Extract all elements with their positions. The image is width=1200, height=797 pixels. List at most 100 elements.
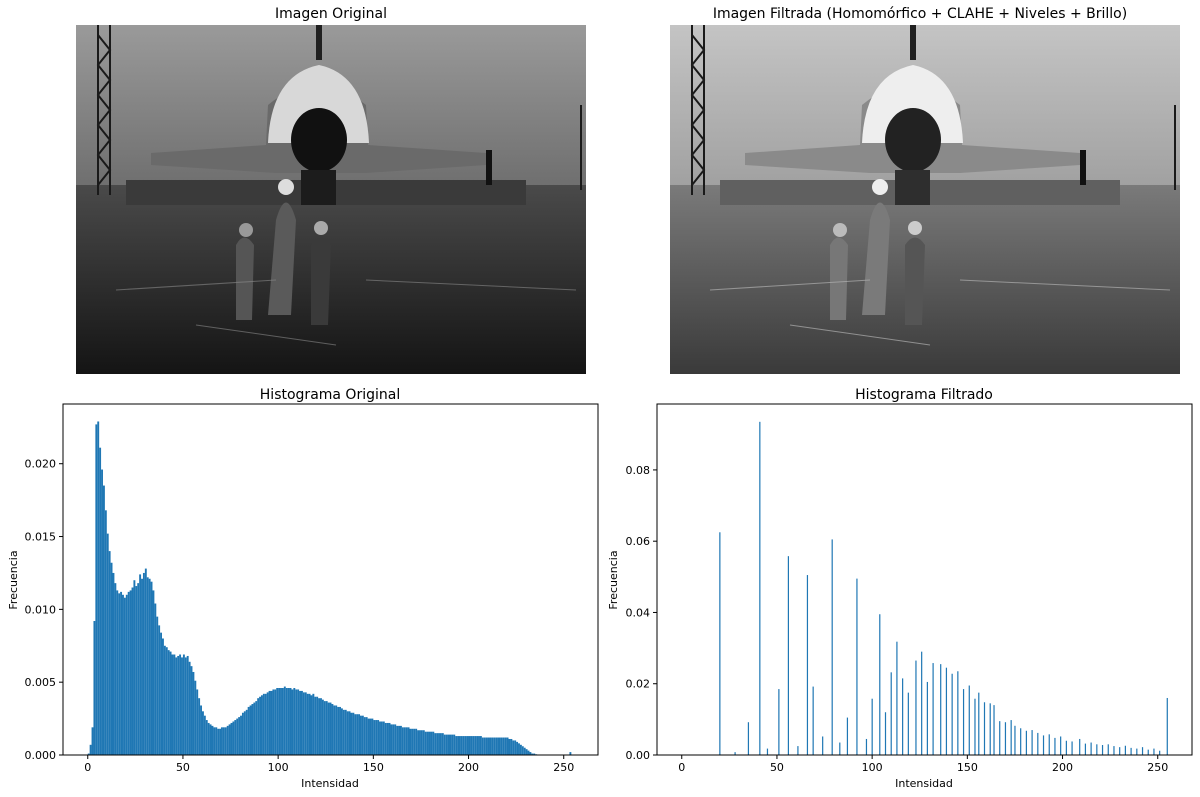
histogram-bar	[152, 590, 155, 755]
histogram-bar	[141, 578, 143, 755]
chart-title-original: Histograma Original	[260, 387, 400, 403]
histogram-bar	[392, 724, 395, 755]
histogram-bar	[266, 692, 269, 755]
histogram-bar	[300, 690, 303, 755]
histogram-bar	[354, 714, 357, 755]
histogram-bar	[264, 693, 267, 755]
histogram-bar	[169, 651, 172, 755]
x-tick-label: 100	[862, 761, 883, 774]
histogram-bar	[289, 688, 292, 755]
histogram-bar	[457, 736, 460, 755]
ylabel-original: Frecuencia	[7, 550, 20, 609]
histogram-bar	[1153, 748, 1155, 755]
histogram-bar	[415, 728, 418, 755]
histogram-bar	[907, 692, 909, 755]
histogram-bar	[831, 539, 833, 755]
histogram-bar	[320, 698, 322, 755]
histogram-bar	[285, 688, 288, 755]
histogram-bar	[497, 737, 499, 755]
histogram-bar	[407, 727, 410, 755]
histogram-bar	[403, 727, 406, 755]
histogram-bar	[525, 749, 528, 755]
histogram-bar	[278, 688, 281, 755]
x-tick-label: 0	[678, 761, 685, 774]
histogram-bar	[257, 698, 260, 755]
histogram-bar	[968, 685, 970, 755]
histogram-bar	[483, 737, 486, 755]
histogram-bar	[394, 724, 397, 755]
histogram-bar	[348, 711, 351, 755]
histogram-bar	[1010, 720, 1012, 755]
histogram-bar	[514, 740, 517, 755]
histogram-bar	[812, 686, 814, 755]
histogram-bar	[321, 699, 324, 755]
histogram-bar	[399, 725, 402, 755]
histogram-bar	[182, 654, 185, 755]
histogram-bar	[1113, 746, 1115, 755]
histogram-bar	[879, 614, 881, 755]
histogram-bar	[198, 698, 201, 755]
histogram-bar	[340, 708, 343, 755]
histogram-bar	[1004, 722, 1007, 755]
histogram-bar	[211, 725, 214, 755]
histogram-bar	[228, 724, 231, 755]
histogram-bar	[424, 731, 427, 755]
histogram-bar	[137, 583, 140, 755]
histogram-filtered: Histograma Filtrado 0 50 100 150 200 250 0.00…	[607, 387, 1193, 790]
histogram-bar	[462, 736, 465, 755]
histogram-bar	[217, 728, 220, 755]
histogram-bar	[160, 632, 162, 755]
histogram-bar	[272, 689, 275, 755]
histogram-bar	[479, 736, 482, 755]
histogram-bar	[487, 737, 490, 755]
histogram-bar	[472, 736, 475, 755]
histogram-bar	[116, 590, 119, 755]
histogram-bar	[1119, 747, 1121, 755]
histogram-bar	[797, 746, 799, 755]
histogram-bar	[102, 485, 105, 755]
histogram-bar	[940, 664, 942, 755]
histogram-bar	[373, 720, 376, 755]
histogram-bar	[896, 641, 898, 755]
y-tick-label: 0.020	[25, 458, 57, 471]
histogram-bar	[323, 701, 326, 755]
histogram-bar	[519, 744, 522, 755]
histogram-bar	[759, 421, 761, 755]
histogram-bar	[846, 717, 849, 755]
histogram-original: Histograma Original 0 50 100 150 200 250 0.00…	[7, 387, 599, 790]
histogram-bar	[468, 736, 471, 755]
histogram-bar	[419, 730, 421, 755]
histogram-bar	[226, 725, 229, 755]
histogram-bar	[367, 718, 370, 755]
histogram-bar	[118, 593, 121, 755]
histogram-bar	[369, 718, 372, 755]
histogram-bar	[344, 709, 347, 755]
histogram-bar	[884, 712, 887, 755]
histogram-bar	[915, 660, 917, 755]
histogram-bar	[983, 702, 986, 755]
histogram-bar	[1084, 743, 1087, 755]
histogram-bar	[371, 718, 374, 755]
xlabel-filtered: Intensidad	[895, 777, 953, 790]
histogram-bar	[478, 736, 480, 755]
histogram-bar	[262, 693, 265, 755]
histogram-bar	[495, 737, 498, 755]
histogram-bar	[259, 696, 261, 755]
histogram-bar	[158, 625, 161, 755]
histogram-bar	[1096, 744, 1098, 755]
histogram-bar	[441, 733, 444, 755]
histogram-bar	[1060, 736, 1062, 755]
histogram-bar	[409, 728, 412, 755]
histogram-bar	[97, 421, 100, 755]
histogram-bar	[529, 752, 532, 755]
histogram-bar	[274, 689, 277, 755]
ylabel-filtered: Frecuencia	[607, 550, 620, 609]
histogram-bar	[358, 714, 361, 755]
plot-frame-original	[62, 403, 599, 756]
histogram-bar	[268, 690, 271, 755]
histogram-bar	[856, 578, 858, 755]
histogram-bar	[493, 737, 496, 755]
histogram-bar	[173, 654, 176, 755]
original-image	[76, 25, 586, 374]
